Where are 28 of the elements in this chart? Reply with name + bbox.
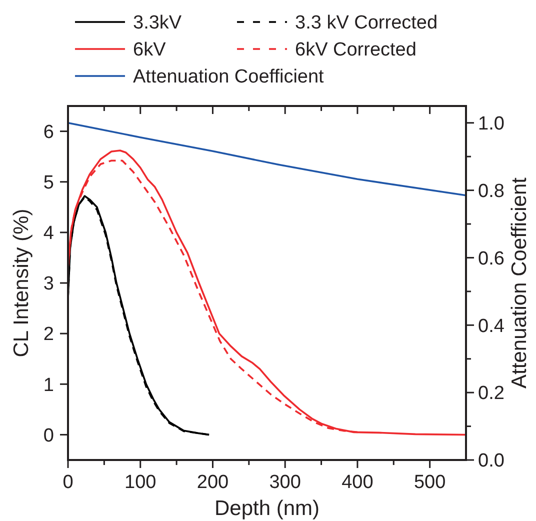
y2-tick-label: 0.8 <box>478 180 504 202</box>
y-axis-title: CL Intensity (%) <box>10 208 33 358</box>
legend-label: 6kV Corrected <box>295 40 416 61</box>
y-tick-label: 1 <box>43 374 54 396</box>
y-tick-label: 4 <box>43 223 54 244</box>
y2-axis-title: Attenuation Coefficient <box>508 177 531 388</box>
x-tick-label: 400 <box>342 472 374 493</box>
legend-label: 6kV <box>133 40 166 61</box>
y-tick-label: 3 <box>43 274 54 295</box>
x-tick-label: 100 <box>124 472 156 493</box>
line-series <box>67 122 467 196</box>
x-tick-label: 0 <box>62 472 74 493</box>
y2-tick-label: 1.0 <box>478 114 504 135</box>
legend-label: 3.3 kV Corrected <box>295 12 438 34</box>
x-tick-label: 500 <box>414 472 446 493</box>
x-tick-label: 300 <box>269 472 301 493</box>
legend-label: 3.3kV <box>133 12 182 34</box>
y2-tick-label: 0.4 <box>478 316 505 337</box>
y2-tick-label: 0.6 <box>478 248 504 270</box>
y2-tick-label: 0.2 <box>478 383 504 404</box>
y2-tick-label: 0.0 <box>478 450 504 472</box>
x-axis-title: Depth (nm) <box>214 497 320 520</box>
legend-label: Attenuation Coefficient <box>133 66 325 88</box>
y-tick-label: 6 <box>43 122 54 143</box>
y-tick-label: 5 <box>43 172 54 194</box>
y-tick-label: 2 <box>43 324 54 346</box>
y-tick-label: 0 <box>43 425 54 446</box>
x-tick-label: 200 <box>196 472 229 493</box>
